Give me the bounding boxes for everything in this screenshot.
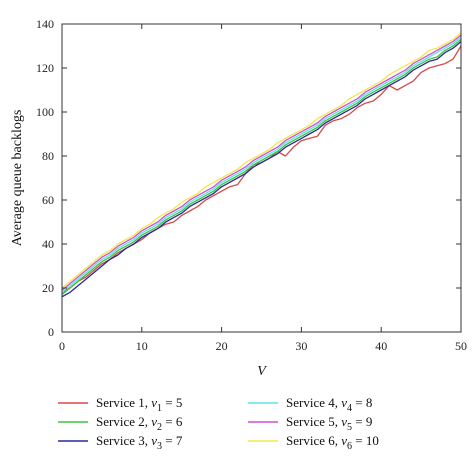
y-tick-label: 20 <box>42 281 54 295</box>
legend-item: Service 4, ν4 = 8 <box>248 395 372 414</box>
plot-frame <box>61 23 462 333</box>
y-tick-label: 120 <box>36 61 54 75</box>
series-line-5 <box>62 34 461 291</box>
x-tick-label: 0 <box>59 339 65 353</box>
x-tick-label: 40 <box>375 339 387 353</box>
y-tick-label: 100 <box>36 105 54 119</box>
legend-label: Service 1, ν1 = 5 <box>96 395 182 414</box>
legend-item: Service 2, ν2 = 6 <box>58 414 183 433</box>
legend-label: Service 2, ν2 = 6 <box>96 414 183 433</box>
series-line-2 <box>62 38 461 296</box>
legend-item: Service 5, ν5 = 9 <box>248 414 372 433</box>
x-axis: 0 10 20 30 40 50 <box>59 24 467 353</box>
legend-item: Service 3, ν3 = 7 <box>58 433 183 452</box>
y-tick-label: 0 <box>48 325 54 339</box>
legend-item: Service 6, ν6 = 10 <box>248 433 379 452</box>
y-tick-label: 80 <box>42 149 54 163</box>
series-line-6 <box>62 32 461 289</box>
series-group <box>62 32 461 298</box>
y-axis-label: Average queue backlogs <box>10 110 25 247</box>
x-tick-label: 30 <box>295 339 307 353</box>
y-tick-label: 140 <box>36 17 54 31</box>
y-tick-label: 40 <box>42 237 54 251</box>
legend-label: Service 5, ν5 = 9 <box>286 414 372 433</box>
x-axis-label: V <box>257 364 267 379</box>
series-line-3 <box>62 41 461 298</box>
legend-label: Service 6, ν6 = 10 <box>286 433 379 452</box>
series-line-1 <box>62 45 461 293</box>
x-tick-label: 20 <box>216 339 228 353</box>
legend-label: Service 4, ν4 = 8 <box>286 395 372 414</box>
series-line-4 <box>62 36 461 293</box>
y-tick-label: 60 <box>42 193 54 207</box>
legend-item: Service 1, ν1 = 5 <box>58 395 182 414</box>
x-tick-label: 10 <box>136 339 148 353</box>
legend-label: Service 3, ν3 = 7 <box>96 433 183 452</box>
y-axis: 0 20 40 60 80 100 120 140 <box>36 17 461 339</box>
x-tick-label: 50 <box>455 339 467 353</box>
